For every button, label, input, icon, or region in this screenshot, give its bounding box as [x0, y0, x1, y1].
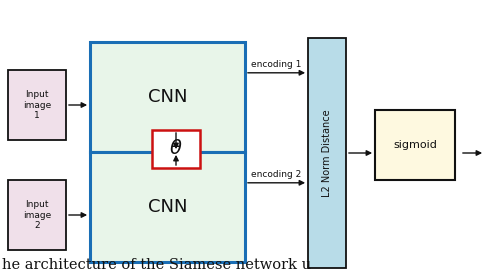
Bar: [375, 110, 455, 180]
Bar: [90, 42, 245, 152]
Bar: [8, 180, 66, 250]
Text: sigmoid: sigmoid: [393, 140, 437, 150]
Text: CNN: CNN: [148, 88, 187, 106]
Text: Input
image
1: Input image 1: [23, 90, 51, 120]
Bar: [152, 130, 200, 168]
Text: he architecture of the Siamese network u: he architecture of the Siamese network u: [2, 258, 311, 272]
Bar: [308, 38, 346, 268]
Text: encoding 1: encoding 1: [251, 60, 302, 69]
Text: encoding 2: encoding 2: [251, 170, 302, 179]
Text: $\theta$: $\theta$: [169, 139, 183, 158]
Text: L2 Norm Distance: L2 Norm Distance: [322, 109, 332, 197]
Text: Input
image
2: Input image 2: [23, 200, 51, 230]
Text: CNN: CNN: [148, 198, 187, 216]
Bar: [90, 152, 245, 262]
Bar: [8, 70, 66, 140]
